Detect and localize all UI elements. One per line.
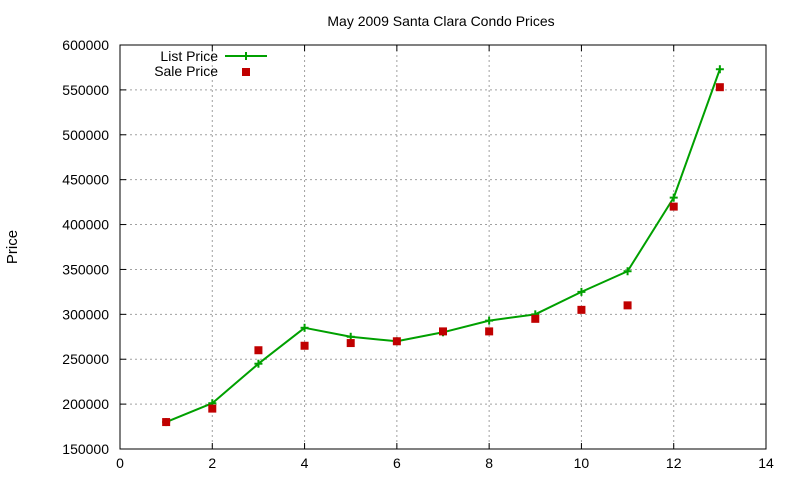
legend: List Price Sale Price	[154, 48, 267, 79]
sale-price-point	[300, 341, 309, 350]
chart-title: May 2009 Santa Clara Condo Prices	[327, 13, 554, 29]
x-tick-labels: 0 2 4 6 8 10 12 14	[116, 455, 774, 471]
list-price-point	[485, 316, 494, 325]
y-tick-labels: 150000 200000 250000 300000 350000 400000 4500…	[62, 37, 109, 457]
list-price-point	[623, 267, 632, 276]
list-price-point	[669, 193, 678, 202]
sale-price-point	[531, 314, 540, 323]
sale-price-point	[623, 301, 632, 310]
x-tick-label: 6	[393, 455, 401, 471]
sale-price-point	[485, 327, 494, 336]
y-tick-label: 350000	[62, 261, 109, 277]
sale-price-point	[346, 339, 355, 348]
y-tick-label: 250000	[62, 351, 109, 367]
list-price-point	[254, 359, 263, 368]
legend-marker	[242, 68, 250, 76]
list-price-line	[165, 68, 721, 423]
x-tick-label: 4	[301, 455, 309, 471]
x-tick-label: 8	[485, 455, 493, 471]
y-tick-label: 450000	[62, 172, 109, 188]
y-tick-label: 500000	[62, 127, 109, 143]
plot-frame	[119, 44, 767, 450]
grid-lines	[120, 45, 766, 449]
y-tick-label: 300000	[62, 306, 109, 322]
x-tick-label: 12	[666, 455, 682, 471]
y-axis-label: Price	[4, 230, 21, 264]
sale-price-point	[392, 337, 401, 346]
sale-price-point	[439, 327, 447, 336]
sale-price-point	[577, 305, 586, 314]
sale-price-point	[669, 202, 678, 211]
y-tick-label: 200000	[62, 396, 109, 412]
series-sale-price	[162, 83, 724, 427]
y-tick-label: 550000	[62, 82, 109, 98]
series-list-price	[162, 65, 724, 427]
list-price-point	[577, 287, 586, 296]
series-layer	[162, 65, 724, 427]
y-tick-label: 600000	[62, 37, 109, 53]
sale-price-point	[162, 418, 171, 427]
sale-price-point	[208, 404, 217, 413]
legend-sample-sale-price	[242, 68, 250, 76]
list-price-point	[300, 323, 309, 332]
legend-marker	[242, 52, 250, 60]
x-tick-label: 0	[116, 455, 124, 471]
list-price-point	[715, 65, 724, 74]
x-tick-label: 2	[208, 455, 216, 471]
y-tick-label: 150000	[62, 441, 109, 457]
sale-price-point	[254, 346, 263, 355]
axis-ticks	[119, 44, 767, 450]
y-tick-label: 400000	[62, 217, 109, 233]
legend-label-list-price: List Price	[160, 48, 218, 64]
legend-label-sale-price: Sale Price	[154, 63, 218, 79]
legend-sample-list-price	[225, 52, 267, 60]
sale-price-point	[715, 83, 724, 92]
x-tick-label: 10	[574, 455, 590, 471]
x-tick-label: 14	[758, 455, 774, 471]
